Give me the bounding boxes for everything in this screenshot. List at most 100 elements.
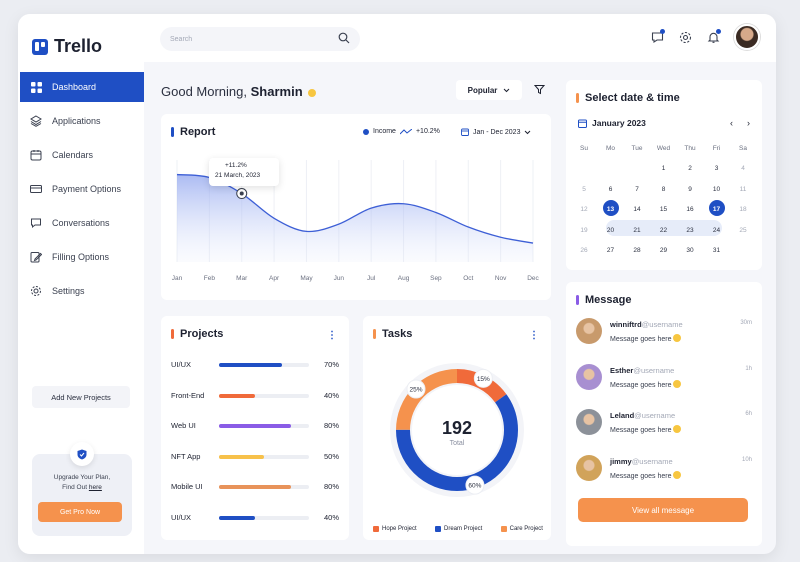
calendar-day[interactable]: 29 (659, 247, 668, 254)
project-percent: 40% (323, 390, 339, 400)
message-sender: jimmy@username (610, 457, 673, 466)
weekday-label: Mo (605, 145, 616, 152)
search-icon[interactable] (338, 32, 350, 46)
calendar-day[interactable]: 21 (633, 226, 641, 234)
calendar-day[interactable]: 1 (661, 165, 666, 172)
sidebar-item-filling-options[interactable]: Filling Options (20, 242, 144, 272)
sidebar-item-settings[interactable]: Settings (20, 276, 144, 306)
x-tick-label: Nov (495, 275, 507, 282)
sidebar-item-conversations[interactable]: Conversations (20, 208, 144, 238)
calendar-day[interactable]: 16 (686, 206, 694, 213)
tasks-card: Tasks ⋮ 15% 60% 25% 192 Total Hope Project Dr… (363, 316, 551, 540)
search-input[interactable]: Search (160, 27, 360, 51)
edit-icon (30, 251, 42, 263)
slice-label-bubble (406, 379, 426, 399)
calendar-day[interactable]: 2 (688, 165, 692, 172)
message-item[interactable]: Leland@username Message goes here 6h (576, 409, 752, 439)
sidebar-item-dashboard[interactable]: Dashboard (20, 72, 144, 102)
date-range-label: Jan - Dec 2023 (473, 128, 521, 136)
project-percent: 70% (323, 360, 339, 369)
sidebar-item-calendars[interactable]: Calendars (20, 140, 144, 170)
calendar-day[interactable]: 12 (580, 206, 588, 213)
sender-name: Leland (610, 411, 635, 420)
tasks-donut-chart: 15% 60% 25% 192 Total (390, 363, 524, 497)
projects-card: Projects ⋮ UI/UX 70% Front-End 40% Web UI 80%… (161, 316, 349, 540)
greeting-name: Sharmin (250, 84, 303, 99)
calendar-title-text: Select date & time (585, 92, 680, 104)
project-row: NFT App 50% (171, 452, 339, 464)
calendar-day[interactable]: 7 (635, 185, 639, 193)
calendar-day[interactable]: 28 (633, 247, 641, 254)
calendar-day[interactable]: 11 (739, 185, 747, 193)
calendar-day[interactable]: 17 (707, 200, 727, 217)
shield-icon (70, 442, 94, 466)
date-range-selector[interactable]: Jan - Dec 2023 (461, 128, 531, 136)
calendar-day[interactable]: 24 (712, 226, 721, 234)
project-progress-track (219, 424, 309, 428)
calendar-day[interactable]: 20 (606, 226, 615, 234)
chat-notification-icon[interactable] (650, 29, 665, 44)
settings-gear-icon[interactable] (678, 30, 692, 44)
message-item[interactable]: Esther@username Message goes here 1h (576, 363, 752, 394)
calendar-day[interactable]: 5 (582, 185, 586, 193)
calendar-day[interactable]: 8 (661, 185, 666, 193)
chart-tooltip: +11.2% 21 March, 2023 (209, 158, 279, 186)
calendar-day[interactable]: 26 (580, 247, 588, 254)
weekday-label: Wed (656, 145, 671, 152)
chevron-right-icon[interactable]: › (747, 118, 750, 128)
upgrade-here-link[interactable]: here (88, 484, 102, 491)
calendar-day[interactable]: 27 (606, 247, 615, 254)
project-name: Mobile UI (171, 482, 203, 491)
calendar-day[interactable]: 25 (739, 226, 747, 234)
calendar-day[interactable]: 23 (686, 226, 694, 234)
calendar-day[interactable]: 14 (633, 206, 641, 213)
calendar-day[interactable]: 9 (688, 185, 692, 193)
logo[interactable]: Trello (32, 36, 102, 57)
more-options-icon[interactable]: ⋮ (327, 330, 337, 341)
calendar-day[interactable]: 6 (608, 185, 613, 193)
calendar-day[interactable]: 19 (580, 226, 588, 234)
chevron-down-icon (525, 130, 531, 134)
x-tick-label: Sep (430, 275, 442, 282)
view-all-message-button[interactable]: View all message (578, 498, 748, 522)
message-item[interactable]: jimmy@username Message goes here 10h (576, 454, 752, 485)
weekday-label: Thu (684, 145, 696, 152)
calendar-icon (461, 128, 469, 136)
get-pro-now-button[interactable]: Get Pro Now (38, 502, 122, 522)
calendar-month-label: January 2023 (592, 118, 646, 128)
calendar-day[interactable]: 31 (712, 247, 721, 254)
add-new-projects-button[interactable]: Add New Projects (32, 386, 130, 408)
sidebar-item-label: Filling Options (52, 252, 110, 262)
calendar-day[interactable]: 30 (686, 247, 694, 254)
popular-dropdown[interactable]: Popular (456, 80, 522, 100)
calendar-day[interactable]: 10 (712, 185, 721, 193)
message-title: Message (576, 294, 631, 306)
calendar-day[interactable]: 13 (601, 200, 621, 217)
sender-name: winniftrd (610, 320, 642, 329)
calendar-day[interactable]: 4 (741, 165, 745, 172)
calendar-day[interactable]: 22 (659, 226, 668, 234)
sender-username: @username (641, 320, 683, 329)
sender-name: jimmy (610, 456, 632, 466)
calendar-day[interactable]: 3 (714, 165, 719, 172)
sender-name: Esther (610, 365, 634, 375)
chevron-left-icon[interactable]: ‹ (730, 118, 733, 128)
message-time: 30m (740, 320, 752, 326)
project-row: UI/UX 70% (171, 360, 339, 372)
sidebar-item-payment-options[interactable]: Payment Options (20, 174, 144, 204)
calendar-day[interactable]: 18 (739, 206, 747, 213)
user-avatar[interactable] (734, 24, 760, 50)
sidebar-item-applications[interactable]: Applications (20, 106, 144, 136)
app-window: Trello Dashboard Applications Calendars … (18, 14, 776, 554)
sidebar: Trello Dashboard Applications Calendars … (18, 14, 144, 554)
legend-label: Income (373, 128, 396, 135)
filter-icon[interactable] (533, 82, 546, 100)
bell-icon[interactable] (706, 29, 721, 44)
calendar-icon (578, 119, 587, 128)
message-item[interactable]: winniftrd@username Message goes here 30m (576, 318, 752, 348)
x-tick-label: Jul (367, 275, 376, 282)
legend-swatch (373, 526, 379, 532)
legend-item: Hope Project (373, 526, 417, 532)
calendar-day[interactable]: 15 (659, 206, 668, 213)
more-options-icon[interactable]: ⋮ (529, 330, 539, 341)
